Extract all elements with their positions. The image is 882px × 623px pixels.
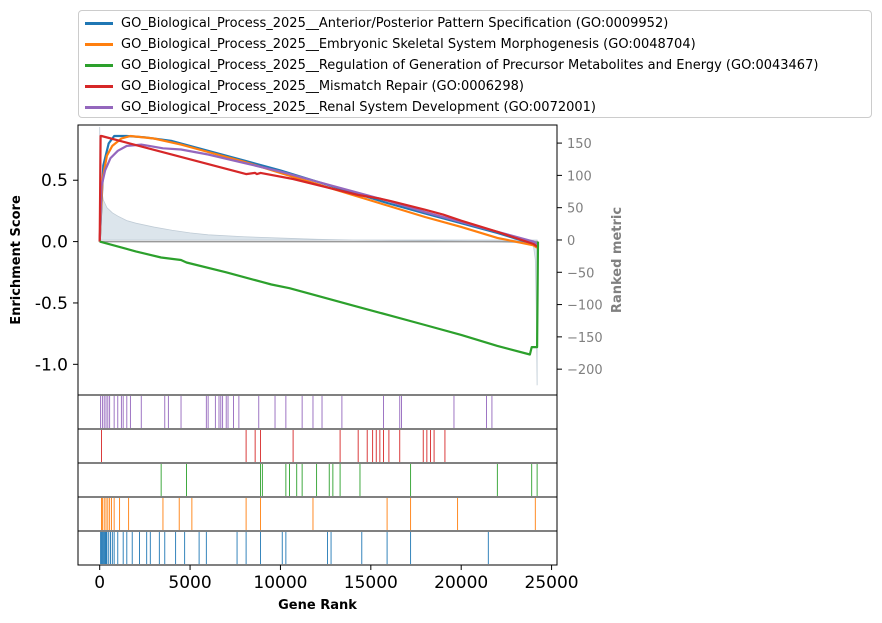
legend-entry: GO_Biological_Process_2025__Embryonic Sk…	[79, 34, 696, 54]
plot-area	[78, 125, 557, 395]
legend-swatch	[85, 21, 113, 25]
legend-label: GO_Biological_Process_2025__Regulation o…	[121, 57, 819, 73]
enrichment-series-line	[98, 143, 538, 245]
enrichment-series-line	[99, 240, 540, 356]
legend-label: GO_Biological_Process_2025__Anterior/Pos…	[121, 15, 669, 31]
legend: GO_Biological_Process_2025__Anterior/Pos…	[78, 10, 872, 118]
legend-swatch	[85, 42, 113, 46]
y-tick-label: 0.0	[41, 233, 68, 253]
hit-strip	[78, 429, 557, 463]
y-axis-label: Enrichment Score	[9, 195, 24, 325]
x-tick-label: 5000	[168, 573, 211, 593]
y2-tick-label: 100	[567, 169, 592, 184]
hit-strip-frame	[77, 530, 558, 566]
legend-swatch	[85, 84, 113, 88]
y-tick-label: -1.0	[35, 355, 68, 375]
legend-entry: GO_Biological_Process_2025__Anterior/Pos…	[79, 13, 668, 33]
y2-tick-label: −50	[567, 266, 594, 281]
legend-swatch	[85, 105, 113, 109]
enrichment-series-line	[98, 134, 538, 249]
hit-strip	[78, 395, 557, 429]
legend-label: GO_Biological_Process_2025__Mismatch Rep…	[121, 78, 524, 94]
legend-swatch	[85, 63, 113, 67]
y2-tick-label: −100	[567, 299, 603, 314]
y2-tick-label: −150	[567, 331, 603, 346]
x-axis-label: Gene Rank	[278, 598, 357, 613]
hit-strip	[78, 463, 557, 497]
enrichment-series-line	[98, 134, 538, 248]
y2-tick-label: 0	[567, 234, 575, 249]
legend-entry: GO_Biological_Process_2025__Mismatch Rep…	[79, 76, 524, 96]
legend-entry: GO_Biological_Process_2025__Renal System…	[79, 97, 596, 117]
x-tick-label: 15000	[344, 573, 398, 593]
x-tick-label: 25000	[525, 573, 579, 593]
ranked-metric-area	[99, 126, 538, 386]
enrichment-series-line	[98, 134, 538, 248]
hit-strip	[78, 497, 557, 531]
hit-strip	[78, 531, 557, 565]
y2-tick-label: 50	[567, 202, 584, 217]
x-tick-label: 10000	[253, 573, 307, 593]
y2-axis-label: Ranked metric	[610, 207, 625, 313]
legend-label: GO_Biological_Process_2025__Embryonic Sk…	[121, 36, 696, 52]
legend-label: GO_Biological_Process_2025__Renal System…	[121, 99, 596, 115]
y2-tick-label: 150	[567, 137, 592, 152]
y2-tick-label: −200	[567, 363, 603, 378]
legend-entry: GO_Biological_Process_2025__Regulation o…	[79, 55, 818, 75]
x-tick-label: 20000	[434, 573, 488, 593]
y-tick-label: -0.5	[35, 294, 68, 314]
y-tick-label: 0.5	[41, 171, 68, 191]
x-tick-label: 0	[94, 573, 105, 593]
